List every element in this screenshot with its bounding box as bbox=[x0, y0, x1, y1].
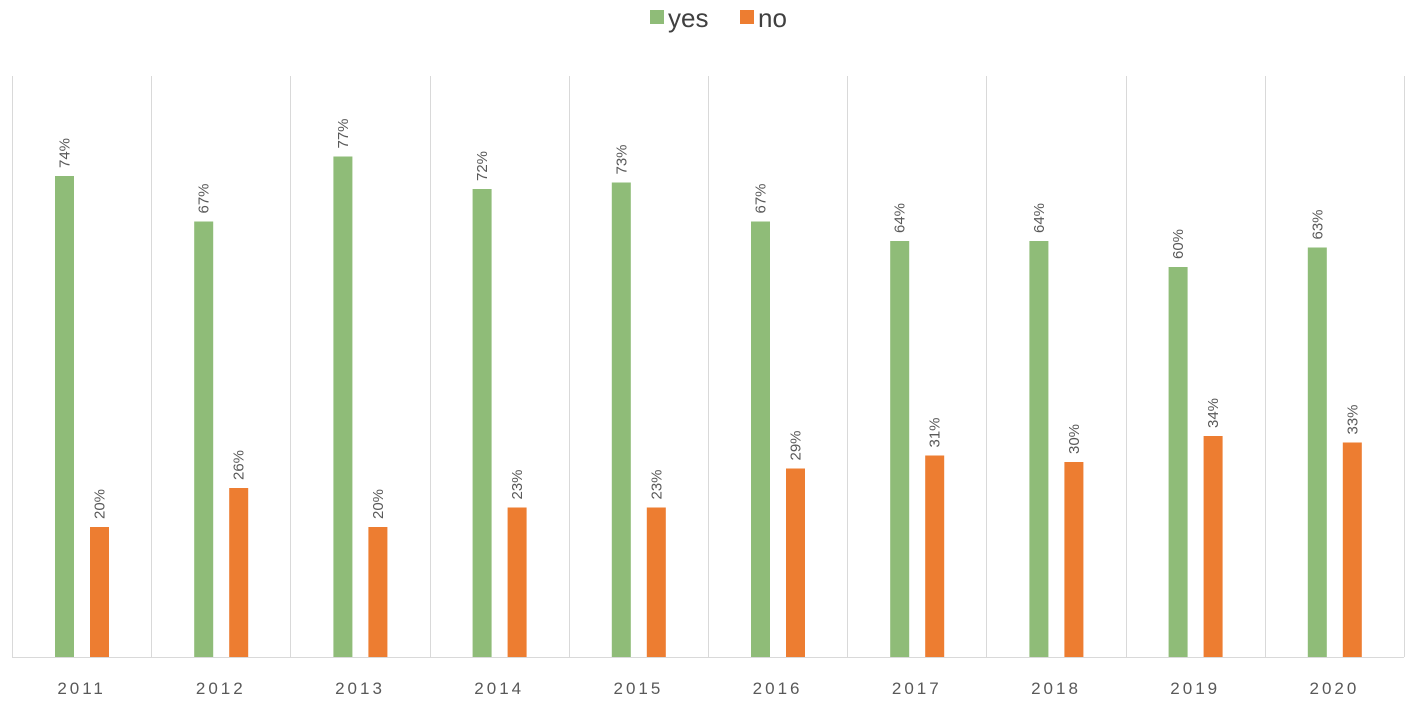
bar-yes-2014 bbox=[472, 189, 492, 657]
legend-label-no: no bbox=[758, 3, 787, 33]
data-label-no-2011: 20% bbox=[92, 489, 109, 519]
x-tick-label-2018: 2018 bbox=[1031, 679, 1081, 698]
legend-swatch-no bbox=[740, 10, 754, 24]
x-axis: 2011 2012 2013 2014 2015 2016 2017 2018 2019 2020 bbox=[12, 657, 1404, 698]
data-label-yes-2012: 67% bbox=[196, 183, 213, 213]
data-label-no-2012: 26% bbox=[231, 450, 248, 480]
bar-yes-2018 bbox=[1029, 241, 1049, 657]
bar-yes-2012 bbox=[194, 221, 214, 657]
data-label-no-2013: 20% bbox=[370, 489, 387, 519]
x-tick-label-2016: 2016 bbox=[753, 679, 803, 698]
data-label-no-2016: 29% bbox=[788, 430, 805, 460]
x-tick-label-2020: 2020 bbox=[1309, 679, 1359, 698]
data-label-yes-2016: 67% bbox=[753, 183, 770, 213]
data-label-no-2017: 31% bbox=[927, 417, 944, 447]
x-tick-label-2013: 2013 bbox=[335, 679, 385, 698]
bar-yes-2020 bbox=[1307, 247, 1327, 657]
category-gridlines bbox=[12, 76, 1405, 657]
data-label-no-2020: 33% bbox=[1344, 404, 1361, 434]
data-label-yes-2015: 73% bbox=[613, 144, 630, 174]
legend: yes no bbox=[650, 3, 787, 33]
bar-no-2018 bbox=[1064, 462, 1084, 657]
data-label-yes-2020: 63% bbox=[1309, 209, 1326, 239]
bar-yes-2011 bbox=[55, 176, 74, 657]
data-label-yes-2019: 60% bbox=[1170, 229, 1187, 259]
data-label-yes-2017: 64% bbox=[892, 203, 909, 233]
bar-yes-2016 bbox=[751, 221, 770, 657]
x-tick-label-2012: 2012 bbox=[196, 679, 246, 698]
x-tick-label-2011: 2011 bbox=[57, 679, 106, 698]
bar-no-2015 bbox=[646, 507, 666, 657]
legend-swatch-yes bbox=[650, 10, 664, 24]
data-labels: 74% 20% 67% 26% 77% 20% 72% 23% 73% 23% 67% 29% 64% 3… bbox=[57, 118, 1362, 519]
x-tick-label-2017: 2017 bbox=[892, 679, 942, 698]
bar-no-2012 bbox=[229, 488, 249, 657]
data-label-yes-2018: 64% bbox=[1031, 203, 1048, 233]
bar-yes-2013 bbox=[333, 156, 353, 657]
data-label-no-2018: 30% bbox=[1066, 424, 1083, 454]
bar-no-2014 bbox=[507, 507, 527, 657]
bar-yes-2019 bbox=[1168, 267, 1188, 657]
data-label-yes-2014: 72% bbox=[474, 151, 491, 181]
bar-yes-2015 bbox=[611, 182, 631, 657]
data-label-no-2019: 34% bbox=[1205, 398, 1222, 428]
bars bbox=[55, 156, 1362, 657]
bar-no-2019 bbox=[1203, 436, 1223, 657]
bar-no-2011 bbox=[90, 527, 109, 657]
bar-yes-2017 bbox=[890, 241, 910, 657]
bar-no-2013 bbox=[368, 527, 388, 657]
data-label-no-2015: 23% bbox=[648, 469, 665, 499]
x-tick-label-2014: 2014 bbox=[474, 679, 524, 698]
bar-no-2016 bbox=[786, 468, 805, 657]
legend-label-yes: yes bbox=[668, 3, 708, 33]
bar-no-2017 bbox=[925, 455, 945, 657]
bar-no-2020 bbox=[1342, 442, 1362, 657]
x-tick-label-2019: 2019 bbox=[1170, 679, 1220, 698]
data-label-no-2014: 23% bbox=[509, 469, 526, 499]
data-label-yes-2011: 74% bbox=[57, 138, 74, 168]
data-label-yes-2013: 77% bbox=[335, 118, 352, 148]
x-tick-label-2015: 2015 bbox=[613, 679, 663, 698]
